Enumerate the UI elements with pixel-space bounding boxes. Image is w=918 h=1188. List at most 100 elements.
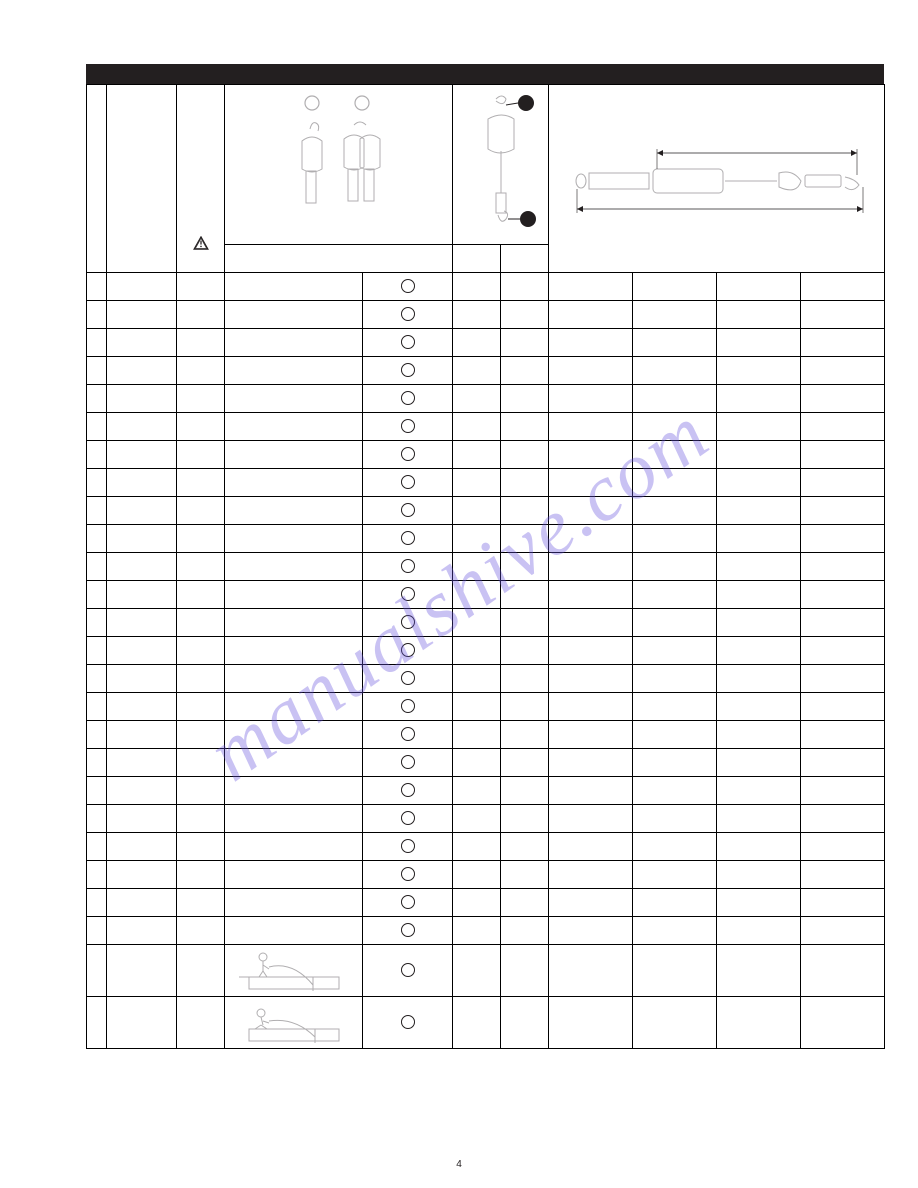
cell-d1 [225,609,363,637]
cell-g [633,413,717,441]
cell-c [177,805,225,833]
data-row [87,441,885,469]
data-row [87,497,885,525]
data-row [87,777,885,805]
cell-i [801,581,885,609]
cell-h [717,609,801,637]
cell-f [549,581,633,609]
cell-f [549,721,633,749]
cell-h [717,777,801,805]
cell-g [633,469,717,497]
cell-a [87,805,107,833]
cell-b [107,497,177,525]
cell-e2 [501,997,549,1049]
cell-h [717,721,801,749]
cell-f [549,777,633,805]
cell-d1 [225,637,363,665]
cell-g [633,441,717,469]
cell-h [717,413,801,441]
cell-d2-circle [363,889,453,917]
cell-g [633,301,717,329]
cell-b [107,413,177,441]
col-b-head [107,85,177,273]
header-black-bar [86,64,884,84]
circle-marker-icon [401,447,415,461]
cell-e2 [501,637,549,665]
cell-e1 [453,413,501,441]
cell-i [801,273,885,301]
cell-h [717,749,801,777]
cell-e1 [453,357,501,385]
cell-b [107,553,177,581]
circle-marker-icon [401,391,415,405]
cell-a [87,861,107,889]
cell-f [549,441,633,469]
data-row [87,721,885,749]
data-row [87,997,885,1049]
cell-e1 [453,525,501,553]
cell-a [87,833,107,861]
cell-a [87,749,107,777]
cell-d1 [225,385,363,413]
cell-c [177,385,225,413]
cell-g [633,665,717,693]
cell-i [801,413,885,441]
data-row [87,637,885,665]
data-row [87,385,885,413]
cell-h [717,997,801,1049]
cell-e2 [501,385,549,413]
cell-d2-circle [363,553,453,581]
cell-i [801,805,885,833]
cell-d1 [225,581,363,609]
cell-e1 [453,833,501,861]
circle-marker-icon [401,363,415,377]
cell-h [717,441,801,469]
cell-a [87,917,107,945]
cell-c [177,469,225,497]
cell-b [107,441,177,469]
cell-e2 [501,469,549,497]
cell-i [801,301,885,329]
cell-b [107,301,177,329]
cell-c [177,917,225,945]
cell-d1 [225,917,363,945]
cell-e1 [453,273,501,301]
cell-i [801,637,885,665]
circle-marker-icon [401,923,415,937]
cell-d1 [225,441,363,469]
cell-b [107,805,177,833]
cell-c [177,777,225,805]
cell-d1 [225,525,363,553]
cell-c [177,525,225,553]
data-row [87,861,885,889]
cell-a [87,441,107,469]
cell-i [801,441,885,469]
cell-e2 [501,777,549,805]
cell-g [633,637,717,665]
cell-f [549,693,633,721]
data-row [87,413,885,441]
cell-e1 [453,553,501,581]
cell-i [801,833,885,861]
cell-f [549,497,633,525]
cell-c [177,609,225,637]
cell-d1 [225,497,363,525]
cell-b [107,357,177,385]
cell-d1 [225,665,363,693]
circle-marker-icon [401,963,415,977]
header-illustration-row [87,85,885,245]
cell-a [87,665,107,693]
cell-h [717,917,801,945]
cell-d2-circle [363,385,453,413]
cell-e1 [453,749,501,777]
cell-i [801,889,885,917]
cell-c [177,497,225,525]
cell-d2-circle [363,301,453,329]
cell-e1 [453,665,501,693]
cell-g [633,581,717,609]
cell-d1 [225,273,363,301]
cell-e1 [453,721,501,749]
cell-c [177,721,225,749]
cell-d1 [225,721,363,749]
cell-c [177,693,225,721]
